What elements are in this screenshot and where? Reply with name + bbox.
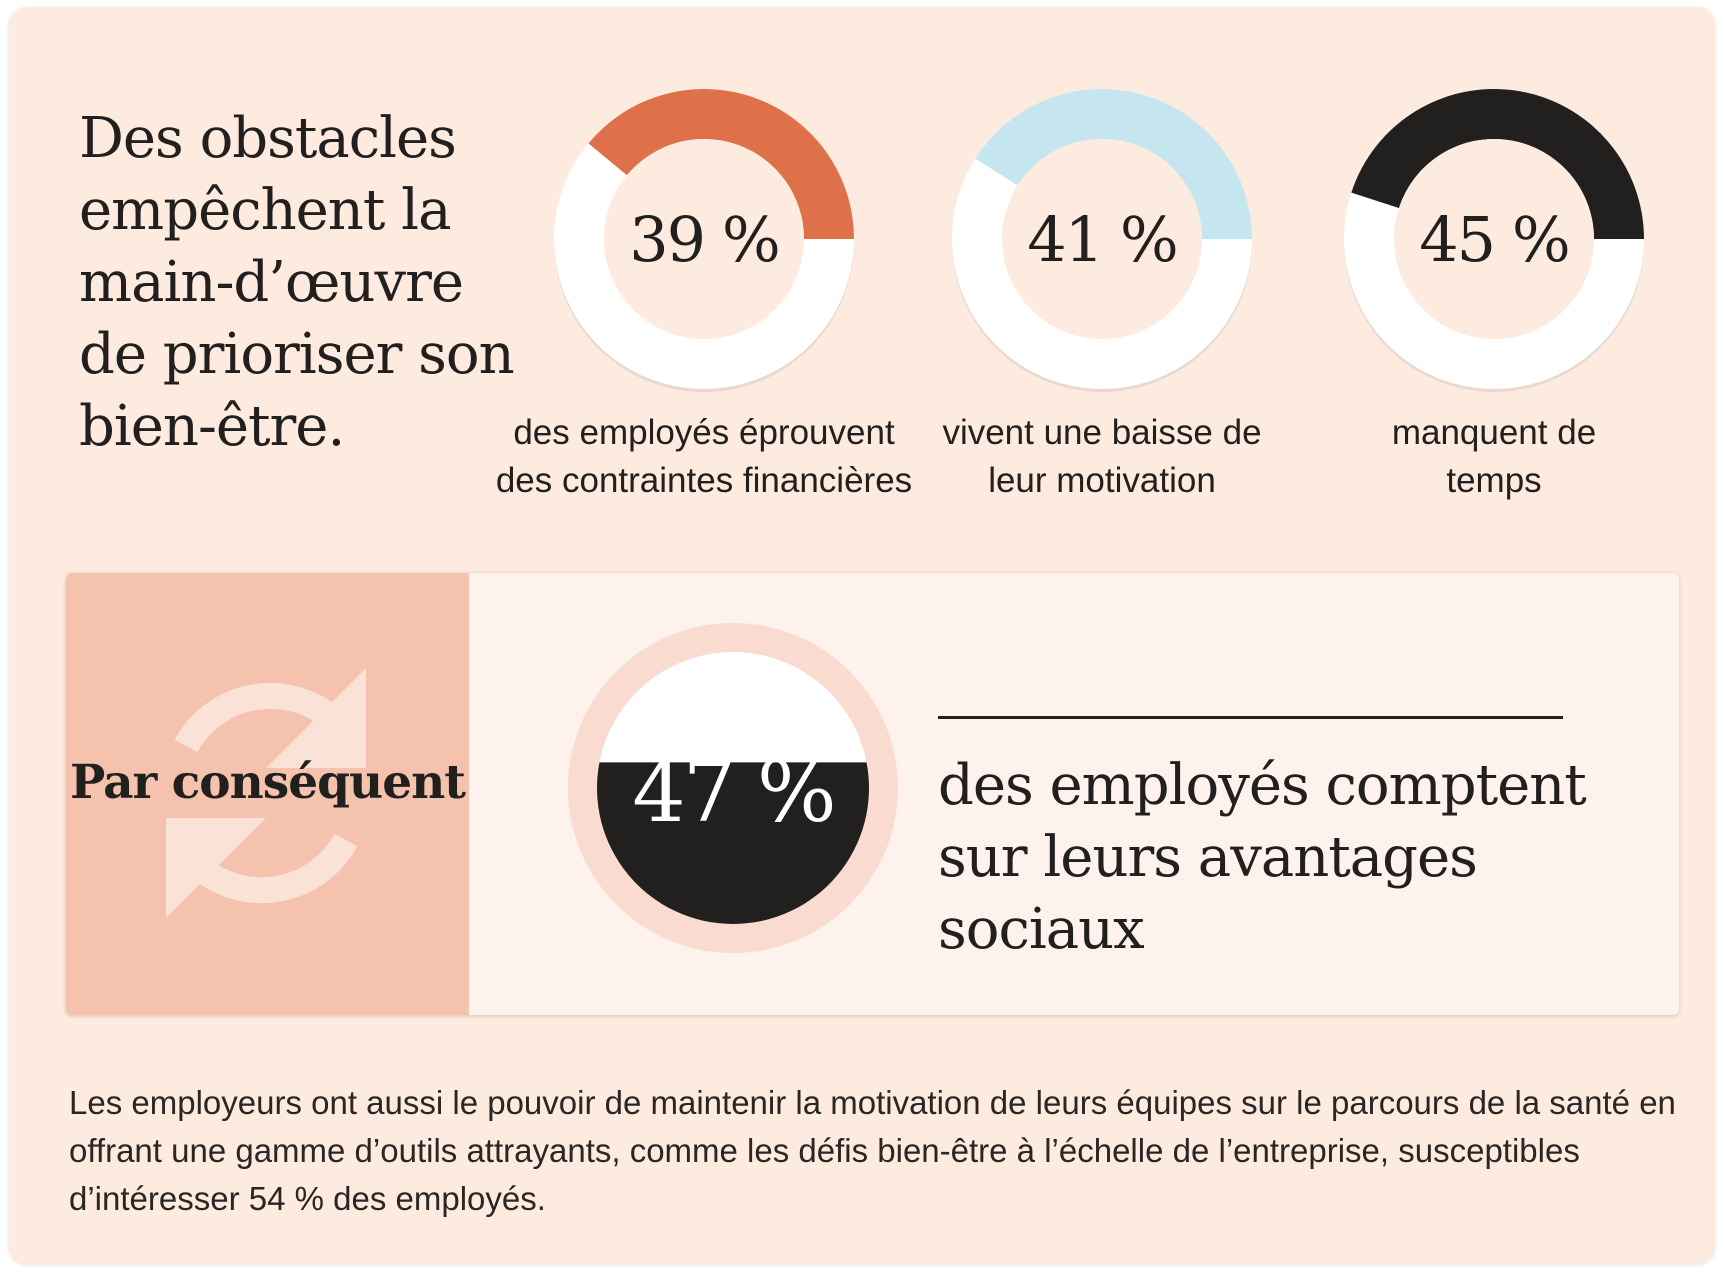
donut-caption-financial: des employés éprouvent des contraintes f… [495,413,913,500]
donut-value-financial: 39 % [629,203,781,276]
donut-value-motivation: 41 % [1027,203,1179,276]
big-circle-fill [597,762,869,924]
consequence-panel: Par conséquent 47 % des employés compten… [66,573,1679,1015]
donut-chart-time [1344,89,1644,392]
donut-center-motivation [1002,139,1202,339]
donut-segment-time [1351,89,1644,240]
divider-line [938,716,1563,719]
consequence-panel-left: Par conséquent [66,573,469,1015]
donut-chart-financial [554,89,854,392]
big-percent-circle [568,623,898,953]
consequence-label: Par conséquent [70,755,466,810]
donut-segment-motivation [975,89,1252,239]
donut-center-financial [604,139,804,339]
donut-caption-motivation: vivent une baisse de leur motivation [942,413,1262,500]
donut-caption-time: manquent de temps [1391,413,1597,500]
big-percent-caption: des employés comptent sur leurs avantage… [938,753,1587,962]
refresh-icon [166,668,366,918]
big-percent-value: 47 % [632,743,836,841]
donut-chart-motivation [952,89,1252,392]
donut-segment-financial [588,89,854,239]
donut-value-time: 45 % [1419,203,1571,276]
donut-center-time [1394,139,1594,339]
infographic-card: Des obstacles empêchent la main-d’œuvre … [9,7,1715,1264]
headline: Des obstacles empêchent la main-d’œuvre … [79,106,515,459]
footer-text: Les employeurs ont aussi le pouvoir de m… [69,1084,1676,1217]
